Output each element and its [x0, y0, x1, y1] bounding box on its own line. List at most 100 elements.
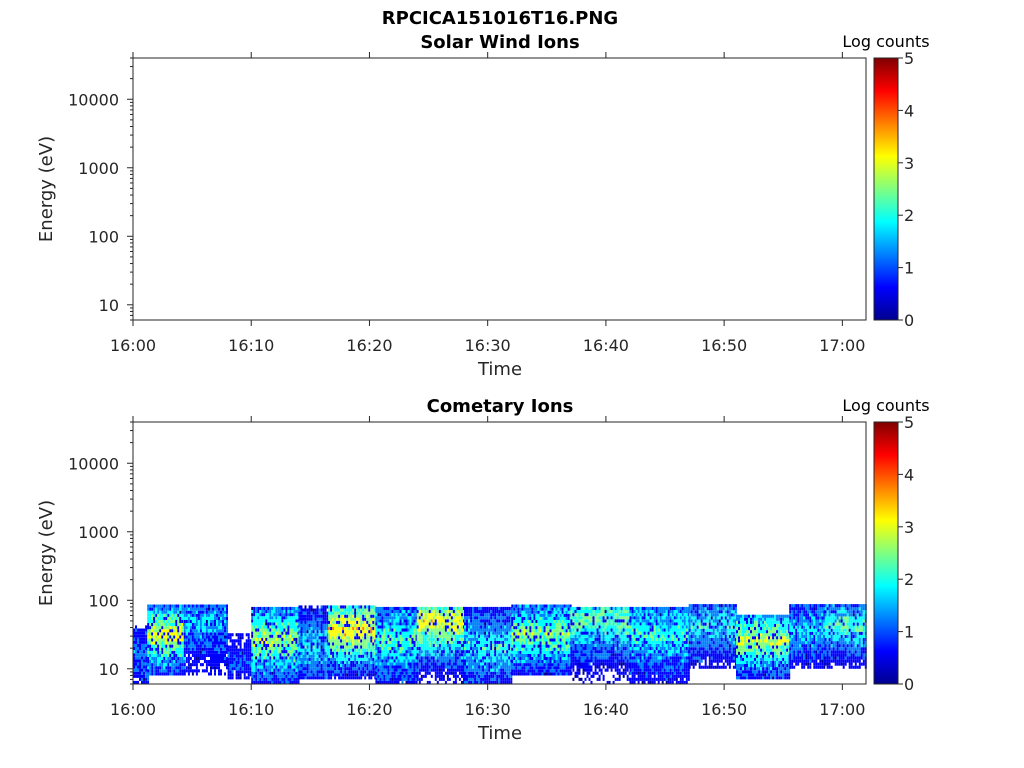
heatmap-cell [379, 616, 382, 620]
heatmap-cell [340, 676, 343, 680]
heatmap-cell [456, 640, 459, 644]
heatmap-cell [411, 610, 414, 614]
heatmap-cell [151, 644, 154, 648]
heatmap-cell [344, 667, 347, 671]
heatmap-cell [358, 636, 361, 640]
heatmap-cell [356, 605, 359, 609]
heatmap-cell [381, 677, 384, 681]
heatmap-cell [171, 641, 174, 645]
heatmap-cell [226, 632, 228, 636]
heatmap-cell [405, 677, 408, 681]
heatmap-cell [407, 647, 410, 651]
heatmap-cell [229, 633, 232, 637]
heatmap-cell [372, 630, 375, 634]
heatmap-cell [385, 631, 388, 635]
heatmap-cell [267, 631, 270, 635]
heatmap-cell [167, 610, 170, 614]
heatmap-cell [293, 656, 296, 660]
heatmap-cell [446, 634, 449, 638]
heatmap-cell [529, 641, 532, 645]
heatmap-cell [468, 674, 471, 678]
heatmap-cell [474, 613, 477, 617]
heatmap-cell [407, 653, 410, 657]
heatmap-cell [482, 662, 485, 666]
heatmap-cell [306, 633, 309, 637]
heatmap-cell [189, 650, 192, 654]
heatmap-cell [502, 634, 505, 638]
heatmap-cell [173, 616, 176, 620]
heatmap-cell [391, 671, 394, 675]
heatmap-cell [541, 604, 544, 608]
heatmap-cell [287, 616, 290, 620]
heatmap-cell [529, 616, 532, 620]
heatmap-cell [316, 660, 319, 664]
heatmap-cell [541, 623, 544, 627]
heatmap-cell [498, 659, 501, 663]
heatmap-cell [385, 637, 388, 641]
heatmap-cell [387, 640, 390, 644]
heatmap-cell [393, 606, 396, 610]
heatmap-cell [308, 673, 311, 677]
heatmap-cell [257, 637, 260, 641]
heatmap-cell [553, 656, 556, 660]
heatmap-cell [135, 643, 137, 647]
heatmap-cell [354, 620, 357, 624]
heatmap-cell [269, 622, 272, 626]
heatmap-cell [461, 631, 463, 635]
heatmap-cell [506, 631, 509, 635]
heatmap-cell [496, 665, 499, 669]
heatmap-cell [551, 629, 554, 633]
heatmap-cell [224, 660, 226, 664]
heatmap-cell [183, 666, 186, 670]
heatmap-cell [216, 641, 218, 645]
heatmap-cell [424, 625, 427, 629]
heatmap-cell [385, 613, 388, 617]
heatmap-cell [279, 680, 282, 684]
heatmap-cell [261, 616, 264, 620]
heatmap-cell [285, 610, 288, 614]
heatmap-cell [381, 616, 384, 620]
heatmap-cell [326, 654, 329, 658]
heatmap-cell [374, 645, 377, 649]
heatmap-cell [529, 660, 532, 664]
heatmap-cell [383, 662, 386, 666]
heatmap-cell [289, 643, 292, 647]
heatmap-cell [310, 660, 313, 664]
heatmap-cell [438, 656, 441, 660]
heatmap-cell [502, 650, 505, 654]
heatmap-cell [352, 639, 355, 643]
heatmap-cell [273, 613, 276, 617]
heatmap-cell [318, 648, 321, 652]
heatmap-cell [521, 653, 524, 657]
heatmap-cell [428, 647, 431, 651]
heatmap-cell [320, 673, 323, 677]
heatmap-cell [289, 616, 292, 620]
heatmap-cell [492, 640, 495, 644]
heatmap-cell [300, 648, 303, 652]
heatmap-cell [511, 613, 514, 617]
heatmap-cell [218, 607, 220, 611]
heatmap-cell [177, 644, 180, 648]
heatmap-cell [521, 623, 524, 627]
heatmap-cell [374, 639, 377, 643]
heatmap-cell [383, 631, 386, 635]
heatmap-cell [157, 619, 160, 623]
heatmap-cell [197, 653, 200, 657]
heatmap-cell [165, 626, 168, 630]
heatmap-cell [428, 662, 431, 666]
heatmap-cell [372, 654, 375, 658]
heatmap-cell [173, 629, 176, 633]
heatmap-cell [273, 677, 276, 681]
heatmap-cell [513, 650, 516, 654]
heatmap-cell [195, 653, 198, 657]
heatmap-cell [249, 654, 252, 658]
heatmap-cell [338, 608, 341, 612]
heatmap-cell [466, 637, 468, 641]
heatmap-cell [409, 613, 412, 617]
heatmap-cell [332, 614, 335, 618]
heatmap-cell [366, 673, 369, 677]
y-axis-label: Energy (eV) [36, 136, 57, 242]
heatmap-cell [521, 669, 524, 673]
heatmap-cell [488, 622, 491, 626]
heatmap-cell [374, 676, 377, 680]
